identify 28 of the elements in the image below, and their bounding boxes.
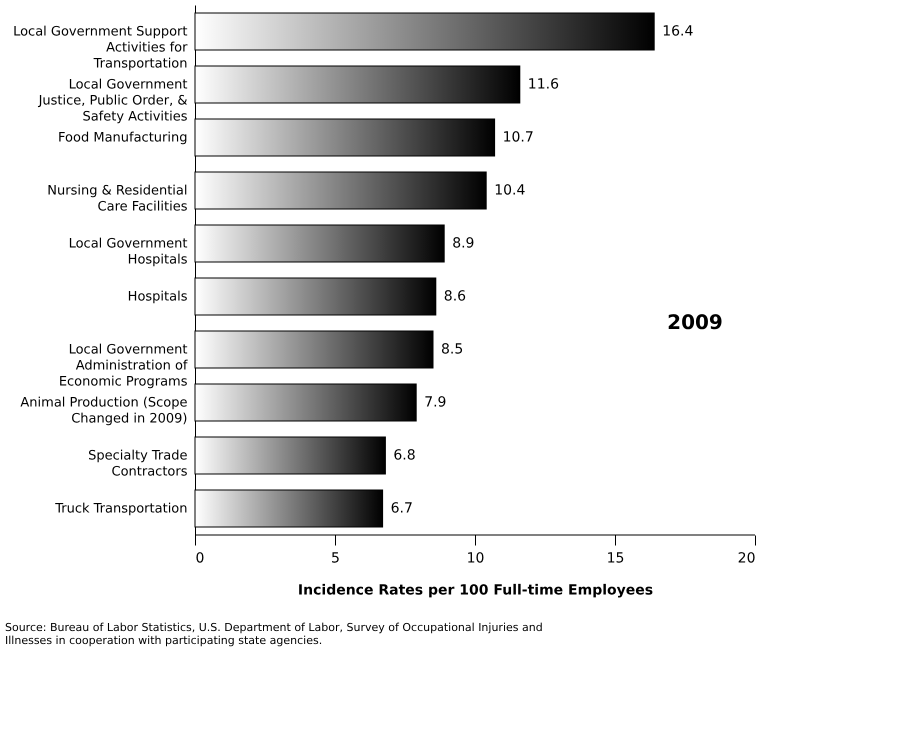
y-tick-label: Specialty Trade Contractors — [88, 448, 188, 480]
x-tick-label: 15 — [606, 550, 624, 566]
x-tick-label: 0 — [196, 550, 204, 566]
data-label: 11.6 — [528, 76, 560, 92]
data-label: 6.8 — [393, 448, 416, 464]
y-tick-label: Local Government Support Activities for Transportation — [13, 24, 188, 72]
x-tick-label: 5 — [331, 550, 340, 566]
y-tick-label: Local Government Justice, Public Order, & Safety Activities — [38, 78, 188, 124]
data-label: 10.7 — [502, 130, 534, 146]
y-tick-label: Local Government Hospitals — [68, 236, 188, 268]
data-label: 8.5 — [441, 342, 464, 358]
annotation: 2009 — [667, 310, 723, 334]
source-note: Source: Bureau of Labor Statistics, U.S. Department of Labor, Survey of Occupational Injuries and Illnesses in cooperation with participating state agencies. — [5, 621, 543, 647]
data-label: 8.9 — [452, 236, 474, 252]
y-tick-label: Nursing & Residential Care Facilities — [47, 184, 188, 214]
data-label: 16.4 — [662, 24, 694, 40]
y-tick-label: Truck Transportation — [54, 502, 188, 516]
data-label: 6.7 — [390, 500, 413, 516]
x-tick-label: 20 — [738, 550, 756, 566]
y-tick-label: Hospitals — [128, 290, 188, 304]
y-tick-label: Animal Production (Scope Changed in 2009) — [20, 396, 188, 426]
y-tick-label: Food Manufacturing — [58, 130, 188, 146]
data-label: 8.6 — [444, 288, 466, 304]
data-label: 10.4 — [494, 182, 526, 198]
data-label: 7.9 — [424, 394, 446, 410]
x-tick-label: 10 — [466, 550, 484, 566]
x-axis-title: Incidence Rates per 100 Full-time Employees — [298, 582, 654, 598]
y-tick-label: Local Government Administration of Economic Programs — [58, 342, 188, 390]
